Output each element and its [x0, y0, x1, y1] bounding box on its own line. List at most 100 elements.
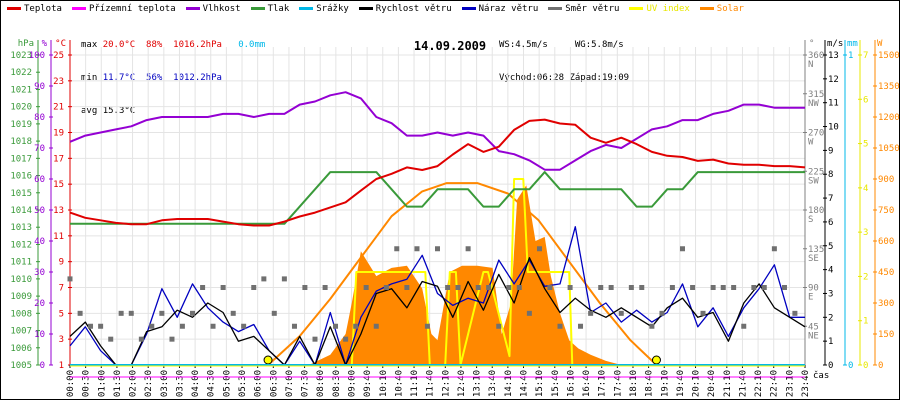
wind-direction-point	[312, 336, 318, 342]
wind-direction-point	[138, 336, 144, 342]
series-rychlost-v-tru-line	[69, 257, 806, 366]
wind-direction-point	[108, 336, 114, 342]
solar-axis-tick-label: 300	[878, 299, 894, 309]
wind-direction-point	[669, 285, 675, 290]
legend-label: Směr větru	[565, 4, 620, 14]
x-tick-label: 19:10	[660, 370, 670, 397]
x-tick-label: 08:30	[332, 370, 342, 397]
temperature-axis-tick-label: 25	[53, 51, 64, 61]
wind-direction-point	[353, 323, 359, 329]
wind-direction-point	[771, 246, 777, 252]
legend-swatch	[299, 7, 314, 10]
pressure-axis-tick-label: 1013	[10, 223, 32, 233]
temperature-axis-tick-label: 11	[53, 232, 64, 242]
wind-direction-point	[690, 285, 696, 290]
stats-min-hum: 56%	[146, 73, 163, 83]
humidity-axis-tick-label: 10	[34, 330, 45, 340]
wind-direction-point	[424, 323, 430, 329]
solar-axis-tick-label: 1200	[878, 113, 900, 123]
wind-direction-point	[598, 285, 604, 290]
direction-axis-compass-label: S	[808, 215, 813, 225]
legend-label: Přízemní teplota	[88, 4, 176, 14]
solar-axis-tick-label: 1500	[878, 51, 900, 61]
wind-direction-point	[547, 285, 553, 290]
wind-direction-point	[435, 246, 440, 252]
x-tick-label: 15:10	[535, 370, 545, 397]
wind-direction-point	[639, 285, 645, 290]
x-tick-label: 04:30	[207, 370, 217, 397]
stats-max-temp: 20.0°C	[102, 40, 136, 50]
wind-direction-point	[291, 323, 297, 329]
sunset-marker	[651, 355, 661, 365]
pressure-axis-tick-label: 1020	[10, 103, 32, 113]
solar-axis-tick-label: 150	[878, 330, 894, 340]
humidity-axis-unit: %	[42, 39, 48, 49]
stats-avg-temp: 15.3°C	[102, 106, 136, 116]
direction-axis-tick-label: 135	[808, 245, 824, 255]
x-tick-label: 08:00	[316, 370, 326, 397]
stats-avg-label: avg	[81, 106, 98, 116]
temperature-axis-tick-label: 7	[59, 284, 64, 294]
temperature-axis-tick-label: 21	[53, 103, 64, 113]
humidity-axis-tick-label: 0	[40, 361, 45, 371]
rain-axis-tick-label: 1	[848, 51, 853, 61]
legend-swatch	[461, 7, 476, 10]
wind-direction-point	[404, 285, 410, 290]
x-tick-label: 12:40	[457, 370, 467, 397]
wind-direction-point	[230, 310, 236, 316]
x-tick-label: 11:40	[426, 370, 436, 397]
x-tick-label: 23:40	[801, 370, 811, 397]
legend-item: Rychlost větru	[358, 4, 452, 14]
pressure-axis-unit: hPa	[18, 39, 34, 49]
pressure-axis-tick-label: 1014	[10, 206, 32, 216]
x-tick-label: 05:30	[238, 370, 248, 397]
wind-direction-point	[271, 310, 277, 316]
uv-axis-tick-label: 2	[863, 272, 868, 282]
temperature-axis-tick-label: 9	[59, 258, 64, 268]
wind-direction-point	[465, 246, 471, 252]
x-tick-label: 15:40	[551, 370, 561, 397]
legend-swatch	[7, 7, 21, 10]
solar-axis-tick-label: 1350	[878, 82, 900, 92]
wind-direction-point	[200, 285, 206, 290]
wind-axis-tick-label: 5	[828, 242, 833, 252]
pressure-axis-tick-label: 1015	[10, 189, 32, 199]
wind-direction-point	[77, 310, 83, 316]
wind-direction-point	[628, 285, 634, 290]
legend-item: Solar	[699, 4, 744, 14]
wind-direction-point	[220, 285, 226, 290]
direction-axis-tick-label: 270	[808, 129, 824, 139]
x-tick-label: 06:30	[269, 370, 279, 397]
x-tick-label: 00:30	[82, 370, 92, 397]
series-teplota-line	[69, 118, 806, 227]
legend-swatch	[71, 7, 86, 10]
x-tick-label: 18:10	[629, 370, 639, 397]
legend-item: Přízemní teplota	[71, 4, 176, 14]
x-tick-label: 06:00	[254, 370, 264, 397]
x-tick-label: 16:40	[582, 370, 592, 397]
wind-direction-point	[731, 285, 737, 290]
direction-axis-tick-label: 45	[808, 322, 819, 332]
wind-direction-point	[169, 336, 175, 342]
wind-direction-point	[680, 246, 685, 252]
wind-direction-point	[261, 276, 267, 282]
pressure-axis-tick-label: 1008	[10, 309, 32, 319]
wind-direction-point	[475, 285, 481, 290]
uv-axis-tick-label: 6	[863, 95, 868, 105]
humidity-axis-tick-label: 50	[34, 206, 45, 216]
temperature-axis-tick-label: 3	[59, 335, 64, 345]
x-tick-label: 07:30	[301, 370, 311, 397]
x-tick-label: 20:10	[692, 370, 702, 397]
wind-direction-point	[578, 323, 584, 329]
stats-avg-row: avg 15.3°C	[81, 106, 265, 117]
stats-min-row: min 11.7°C 56% 1012.2hPa	[81, 73, 265, 84]
wind-stats-panel: WS:4.5m/s WG:5.8m/s Východ:06:28 Západ:1…	[499, 18, 629, 106]
wind-direction-point	[516, 285, 522, 290]
solar-axis-unit: W	[877, 39, 883, 49]
humidity-axis-tick-label: 60	[34, 175, 45, 185]
wind-direction-point	[373, 323, 379, 329]
wind-axis-tick-label: 8	[828, 170, 833, 180]
humidity-axis-tick-label: 100	[29, 51, 45, 61]
x-tick-label: 11:10	[410, 370, 420, 397]
x-tick-label: 17:10	[598, 370, 608, 397]
